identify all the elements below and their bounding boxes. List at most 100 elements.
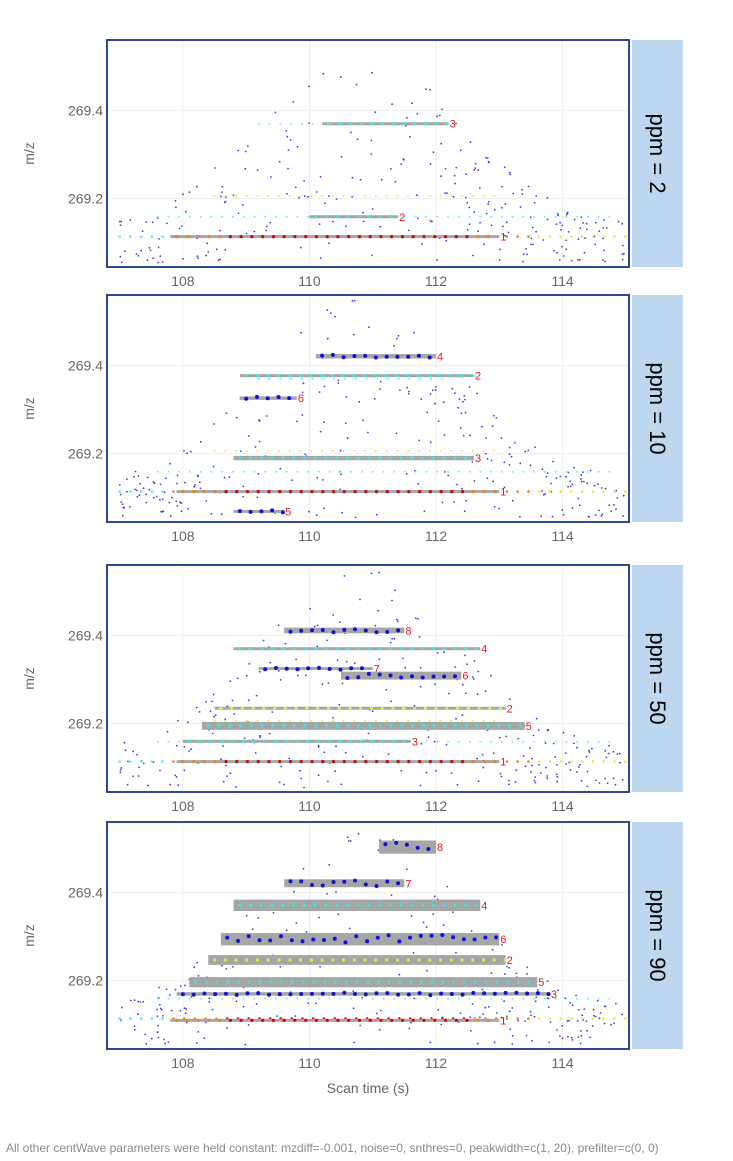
noise-point	[442, 401, 445, 404]
noise-point	[429, 1041, 432, 1044]
noise-point	[462, 400, 464, 403]
noise-point	[477, 230, 479, 233]
noise-point	[444, 471, 446, 473]
feature-point	[391, 122, 395, 126]
noise-point	[248, 662, 251, 665]
feature-bar	[176, 760, 500, 764]
noise-point	[435, 770, 438, 772]
noise-point	[243, 737, 246, 739]
x-tick-label: 108	[171, 798, 195, 814]
feature-point	[385, 958, 389, 962]
noise-point	[176, 474, 179, 477]
feature-point	[474, 903, 479, 907]
noise-point	[221, 964, 223, 967]
noise-point	[545, 766, 547, 769]
noise-point	[324, 202, 326, 205]
trace-point	[580, 235, 584, 238]
feature-point	[418, 490, 422, 494]
feature-point	[378, 724, 382, 728]
feature-point	[453, 456, 457, 460]
trace-point	[167, 740, 170, 743]
feature-point	[428, 760, 432, 764]
noise-point	[146, 259, 149, 262]
noise-point	[142, 1000, 145, 1003]
feature-point	[412, 706, 417, 710]
feature-label: 3	[450, 119, 456, 131]
noise-point	[479, 1016, 481, 1019]
feature-point	[175, 1018, 179, 1022]
feature-point	[314, 724, 318, 728]
noise-point	[395, 618, 398, 621]
feature-point	[259, 456, 263, 460]
noise-point	[393, 637, 396, 640]
trace-point	[522, 740, 525, 743]
noise-point	[531, 757, 533, 760]
noise-point	[469, 141, 472, 144]
feature-point	[330, 352, 335, 357]
feature-point	[395, 958, 399, 962]
noise-point	[603, 1022, 606, 1025]
noise-point	[337, 379, 340, 382]
noise-point	[610, 510, 612, 512]
noise-point	[567, 231, 570, 233]
noise-point	[535, 195, 538, 198]
feature-point	[292, 724, 296, 728]
noise-point	[346, 836, 349, 839]
feature-point	[362, 374, 367, 378]
noise-point	[565, 248, 568, 251]
feature-label: 2	[475, 371, 481, 383]
noise-point	[377, 849, 380, 851]
feature-point	[313, 647, 317, 651]
noise-point	[583, 1008, 586, 1010]
noise-point	[123, 741, 126, 744]
feature-label: 3	[475, 453, 481, 465]
noise-point	[612, 750, 615, 753]
noise-point	[577, 1009, 580, 1011]
feature-point	[326, 122, 331, 126]
noise-point	[222, 745, 225, 747]
feature-point	[428, 490, 432, 494]
noise-point	[546, 777, 549, 780]
x-tick-label: 112	[425, 798, 448, 814]
noise-point	[399, 389, 401, 391]
noise-point	[183, 746, 186, 748]
y-tick-label: 269.2	[68, 973, 103, 989]
trace-point	[537, 490, 541, 493]
noise-point	[205, 700, 208, 703]
feature-point	[421, 903, 425, 907]
noise-point	[561, 509, 564, 511]
feature-point	[244, 396, 249, 401]
noise-point	[389, 641, 392, 644]
trace-point	[150, 760, 154, 763]
feature-point	[369, 122, 374, 126]
noise-point	[415, 194, 418, 197]
feature-point	[493, 490, 497, 494]
feature-point	[354, 934, 359, 939]
noise-point	[540, 515, 543, 518]
feature-label: 6	[500, 934, 506, 946]
feature-point	[394, 840, 399, 845]
trace-point	[371, 470, 374, 473]
y-tick-label: 269.2	[68, 191, 103, 207]
noise-point	[499, 772, 502, 775]
feature-label: 5	[526, 721, 532, 733]
feature-point	[380, 706, 384, 710]
feature-point	[321, 760, 325, 764]
feature-point	[289, 938, 294, 943]
noise-point	[169, 994, 171, 996]
trace-point	[264, 997, 267, 1000]
noise-point	[301, 391, 304, 394]
trace-point	[407, 450, 410, 452]
trace-point	[231, 215, 234, 218]
feature-point	[373, 355, 378, 360]
trace-point	[199, 997, 202, 1000]
noise-point	[295, 658, 297, 661]
feature-point	[331, 630, 336, 635]
trace-point	[267, 195, 270, 197]
trace-point	[511, 215, 514, 218]
noise-point	[466, 229, 469, 231]
feature-point	[175, 235, 179, 239]
feature-point	[503, 958, 507, 962]
feature-point	[202, 490, 206, 494]
noise-point	[420, 742, 423, 745]
